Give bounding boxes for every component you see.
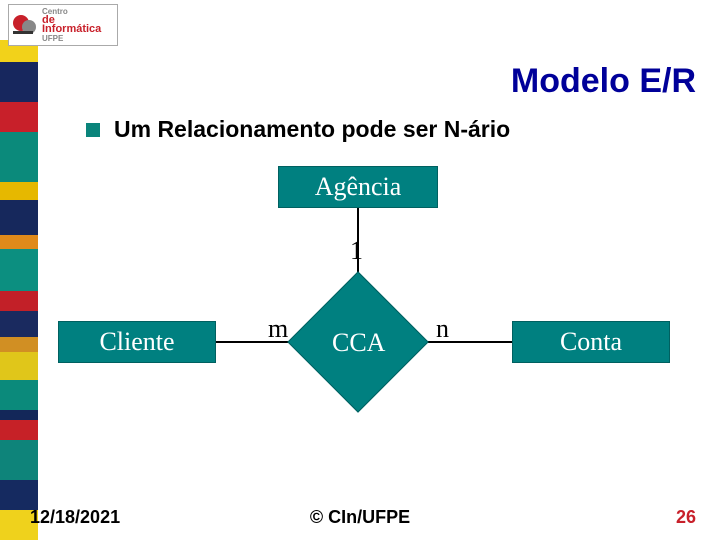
stripe [0, 249, 38, 291]
stripe [0, 62, 38, 102]
logo-text: Centro de Informática UFPE [42, 7, 115, 43]
entity-agencia: Agência [278, 166, 438, 208]
entity-cliente-label: Cliente [99, 327, 174, 357]
stripe [0, 410, 38, 420]
stripe [0, 480, 38, 510]
entity-conta: Conta [512, 321, 670, 363]
er-diagram: Agência Cliente Conta CCA 1 m n [40, 166, 680, 466]
stripe [0, 440, 38, 480]
sidebar-stripes [0, 0, 38, 540]
stripe [0, 311, 38, 337]
cardinality-right: n [436, 314, 449, 344]
logo-line2: de Informática [42, 16, 115, 34]
stripe [0, 420, 38, 440]
stripe [0, 132, 38, 182]
entity-cliente: Cliente [58, 321, 216, 363]
stripe [0, 291, 38, 311]
bullet-row: Um Relacionamento pode ser N-ário [86, 116, 510, 143]
cardinality-left: m [268, 314, 288, 344]
stripe [0, 352, 38, 380]
stripe [0, 182, 38, 200]
stripe [0, 380, 38, 410]
stripe [0, 102, 38, 132]
entity-conta-label: Conta [560, 327, 622, 357]
footer-center: © CIn/UFPE [0, 507, 720, 528]
bullet-text: Um Relacionamento pode ser N-ário [114, 116, 510, 143]
footer-page: 26 [676, 507, 696, 528]
stripe [0, 200, 38, 235]
logo-mark-icon [11, 11, 39, 39]
stripe [0, 337, 38, 352]
relationship-cca-label: CCA [332, 328, 385, 358]
logo: Centro de Informática UFPE [8, 4, 118, 46]
stripe [0, 235, 38, 249]
bullet-icon [86, 123, 100, 137]
cardinality-top: 1 [350, 236, 363, 266]
entity-agencia-label: Agência [315, 172, 402, 202]
page-title: Modelo E/R [511, 62, 696, 101]
logo-line3: UFPE [42, 34, 115, 43]
